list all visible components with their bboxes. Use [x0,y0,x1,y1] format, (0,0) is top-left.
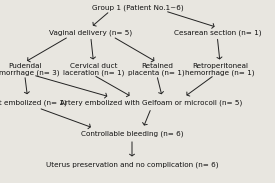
Text: Not embolized (n= 1): Not embolized (n= 1) [0,99,66,106]
Text: Retained
placenta (n= 1): Retained placenta (n= 1) [128,63,185,76]
Text: Uterus preservation and no complication (n= 6): Uterus preservation and no complication … [46,161,218,168]
Text: Retroperitoneal
hemorrhage (n= 1): Retroperitoneal hemorrhage (n= 1) [185,63,255,76]
Text: Pudendal
hemorrhage (n= 3): Pudendal hemorrhage (n= 3) [0,63,59,76]
Text: Group 1 (Patient No.1~6): Group 1 (Patient No.1~6) [92,4,183,11]
Text: Cervical duct
laceration (n= 1): Cervical duct laceration (n= 1) [63,63,124,76]
Text: Cesarean section (n= 1): Cesarean section (n= 1) [174,30,261,36]
Text: Controllable bleeding (n= 6): Controllable bleeding (n= 6) [81,130,183,137]
Text: Artery embolized with Gelfoam or microcoil (n= 5): Artery embolized with Gelfoam or microco… [60,99,242,106]
Text: Vaginal delivery (n= 5): Vaginal delivery (n= 5) [49,30,132,36]
